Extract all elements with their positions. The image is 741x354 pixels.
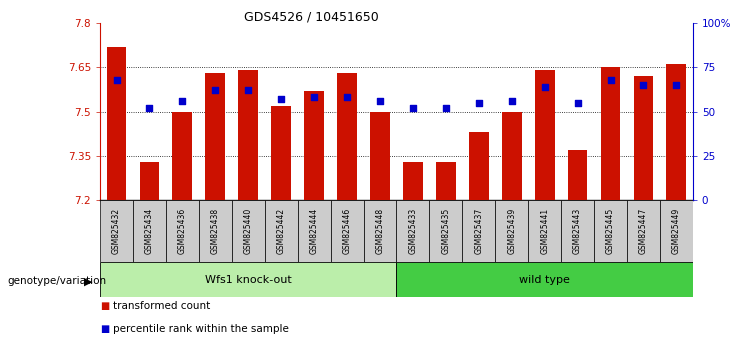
Text: GSM825434: GSM825434	[145, 208, 154, 254]
Bar	[594, 200, 627, 262]
Point	[637, 82, 649, 88]
Bar	[173, 112, 192, 200]
Text: GSM825446: GSM825446	[342, 208, 351, 254]
Point	[539, 84, 551, 90]
Point	[374, 98, 386, 104]
Text: GSM825435: GSM825435	[442, 208, 451, 254]
Text: genotype/variation: genotype/variation	[7, 276, 107, 286]
Text: wild type: wild type	[519, 275, 570, 285]
Point	[242, 87, 254, 93]
Bar	[265, 200, 298, 262]
Text: GSM825448: GSM825448	[376, 208, 385, 254]
Bar	[666, 64, 686, 200]
Text: GSM825441: GSM825441	[540, 208, 549, 254]
Point	[308, 95, 320, 100]
Point	[671, 82, 682, 88]
Text: percentile rank within the sample: percentile rank within the sample	[113, 324, 289, 334]
Point	[571, 100, 583, 105]
Bar	[139, 162, 159, 200]
Bar	[298, 200, 330, 262]
Point	[341, 95, 353, 100]
Bar	[634, 76, 654, 200]
Point	[210, 87, 222, 93]
Text: transformed count: transformed count	[113, 301, 210, 311]
Bar	[305, 91, 324, 200]
Bar	[429, 200, 462, 262]
Bar	[561, 200, 594, 262]
Text: GSM825439: GSM825439	[507, 208, 516, 254]
Text: GSM825449: GSM825449	[672, 208, 681, 254]
Text: GSM825445: GSM825445	[606, 208, 615, 254]
Bar	[133, 200, 166, 262]
Text: GDS4526 / 10451650: GDS4526 / 10451650	[244, 11, 379, 24]
Bar	[232, 200, 265, 262]
Text: ■: ■	[100, 301, 109, 311]
Text: GSM825444: GSM825444	[310, 208, 319, 254]
Bar	[100, 262, 396, 297]
Bar	[535, 70, 554, 200]
Bar	[660, 200, 693, 262]
Bar	[396, 200, 429, 262]
Text: Wfs1 knock-out: Wfs1 knock-out	[205, 275, 292, 285]
Text: GSM825433: GSM825433	[408, 208, 417, 254]
Bar	[502, 112, 522, 200]
Bar	[100, 200, 133, 262]
Bar	[568, 150, 588, 200]
Text: ■: ■	[100, 324, 109, 334]
Text: GSM825438: GSM825438	[210, 208, 220, 254]
Bar	[436, 162, 456, 200]
Bar	[166, 200, 199, 262]
Bar	[271, 105, 291, 200]
Point	[110, 77, 122, 82]
Bar	[528, 200, 561, 262]
Bar	[364, 200, 396, 262]
Bar	[205, 73, 225, 200]
Point	[275, 96, 287, 102]
Bar	[495, 200, 528, 262]
Text: GSM825432: GSM825432	[112, 208, 121, 254]
Text: GSM825437: GSM825437	[474, 208, 483, 254]
Text: GSM825440: GSM825440	[244, 208, 253, 254]
Point	[176, 98, 188, 104]
Text: ▶: ▶	[84, 276, 93, 286]
Bar	[370, 112, 390, 200]
Point	[407, 105, 419, 111]
Bar	[462, 200, 495, 262]
Bar	[199, 200, 232, 262]
Bar	[337, 73, 357, 200]
Point	[506, 98, 518, 104]
Text: GSM825443: GSM825443	[573, 208, 582, 254]
Point	[473, 100, 485, 105]
Bar	[330, 200, 364, 262]
Text: GSM825442: GSM825442	[276, 208, 286, 254]
Point	[605, 77, 617, 82]
Bar	[469, 132, 488, 200]
Bar	[627, 200, 660, 262]
Point	[144, 105, 156, 111]
Bar	[403, 162, 423, 200]
Point	[440, 105, 452, 111]
Text: GSM825436: GSM825436	[178, 208, 187, 254]
Bar	[601, 67, 620, 200]
Text: GSM825447: GSM825447	[639, 208, 648, 254]
Bar	[239, 70, 258, 200]
Bar	[107, 47, 127, 200]
Bar	[396, 262, 693, 297]
